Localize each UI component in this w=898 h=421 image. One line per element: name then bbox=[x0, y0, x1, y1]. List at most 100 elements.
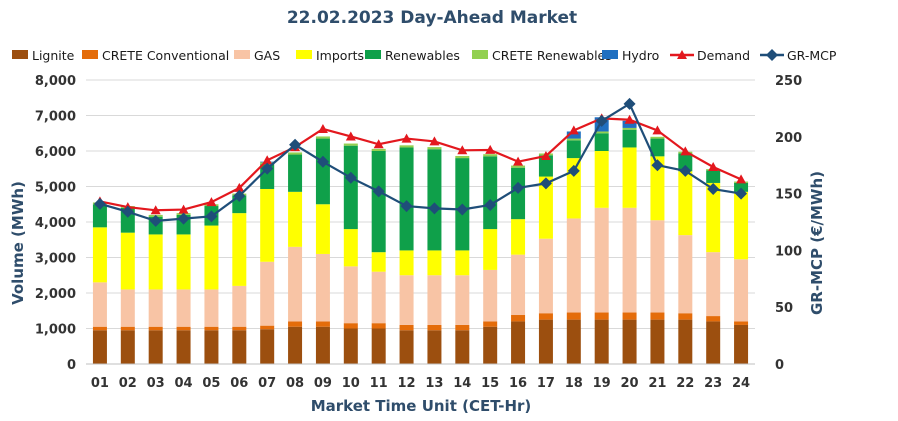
bar-crete-conventional-15 bbox=[483, 321, 498, 327]
bar-lignite-11 bbox=[371, 328, 386, 364]
legend-label-demand: Demand bbox=[697, 48, 750, 63]
bar-gas-09 bbox=[315, 253, 330, 322]
x-tick-label: 14 bbox=[453, 376, 471, 391]
point-demand-15 bbox=[485, 144, 496, 154]
legend-item-renewables: Renewables bbox=[365, 48, 460, 63]
bar-imports-12 bbox=[399, 250, 414, 276]
bar-gas-17 bbox=[538, 238, 553, 314]
bar-crete-renewables-20 bbox=[622, 127, 637, 130]
x-tick-label: 03 bbox=[147, 376, 165, 391]
y-tick-label: 1,000 bbox=[35, 323, 76, 338]
bar-crete-renewables-16 bbox=[511, 165, 526, 168]
point-demand-09 bbox=[317, 123, 328, 133]
bar-lignite-16 bbox=[511, 321, 526, 364]
bar-renewables-17 bbox=[538, 155, 553, 177]
bar-imports-20 bbox=[622, 147, 637, 208]
y2-tick-label: 250 bbox=[775, 74, 802, 89]
x-tick-label: 21 bbox=[648, 376, 666, 391]
bar-gas-14 bbox=[455, 275, 470, 325]
bar-imports-06 bbox=[232, 213, 247, 286]
bar-gas-21 bbox=[650, 220, 665, 313]
bar-crete-renewables-14 bbox=[455, 155, 470, 159]
bar-imports-19 bbox=[594, 151, 609, 208]
bar-gas-08 bbox=[288, 246, 303, 322]
point-gr-mcp-04 bbox=[177, 212, 190, 225]
bar-gas-12 bbox=[399, 275, 414, 325]
bar-renewables-09 bbox=[315, 138, 330, 205]
bar-lignite-09 bbox=[315, 326, 330, 364]
bar-renewables-21 bbox=[650, 138, 665, 157]
point-demand-20 bbox=[624, 114, 635, 124]
bar-crete-conventional-18 bbox=[566, 312, 581, 320]
bar-imports-03 bbox=[148, 234, 163, 290]
bar-hydro-20 bbox=[622, 120, 637, 128]
x-tick-label: 22 bbox=[676, 376, 694, 391]
bar-crete-renewables-13 bbox=[427, 147, 442, 150]
bar-crete-renewables-12 bbox=[399, 145, 414, 148]
bar-lignite-05 bbox=[204, 330, 219, 364]
bar-crete-conventional-23 bbox=[706, 316, 721, 322]
bar-crete-conventional-10 bbox=[343, 323, 358, 329]
point-gr-mcp-11 bbox=[372, 185, 385, 198]
point-gr-mcp-24 bbox=[735, 187, 748, 200]
legend-swatch-lignite bbox=[12, 50, 28, 59]
point-demand-17 bbox=[540, 150, 551, 160]
x-tick-label: 05 bbox=[202, 376, 220, 391]
legend-label-crete-conventional: CRETE Conventional bbox=[102, 48, 229, 63]
bar-crete-conventional-21 bbox=[650, 312, 665, 320]
bar-lignite-01 bbox=[92, 330, 107, 364]
bar-lignite-20 bbox=[622, 319, 637, 364]
legend-label-renewables: Renewables bbox=[385, 48, 460, 63]
x-tick-label: 24 bbox=[732, 376, 750, 391]
point-demand-10 bbox=[345, 131, 356, 141]
bar-imports-10 bbox=[343, 229, 358, 267]
legend-label-crete-renewables: CRETE Renewables bbox=[492, 48, 612, 63]
bar-renewables-23 bbox=[706, 170, 721, 183]
bar-gas-18 bbox=[566, 218, 581, 313]
legend-item-gr-mcp: GR-MCP bbox=[760, 48, 837, 63]
bar-gas-13 bbox=[427, 275, 442, 325]
y-tick-label: 8,000 bbox=[35, 74, 76, 89]
point-demand-24 bbox=[736, 174, 747, 184]
bar-lignite-22 bbox=[678, 319, 693, 364]
x-tick-label: 01 bbox=[91, 376, 109, 391]
bar-renewables-12 bbox=[399, 147, 414, 251]
legend-swatch-renewables bbox=[365, 50, 381, 59]
bar-crete-conventional-04 bbox=[176, 326, 191, 331]
bar-gas-03 bbox=[148, 289, 163, 327]
legend: Lignite CRETE Conventional GAS Imports Renew… bbox=[12, 48, 837, 63]
gridlines bbox=[86, 79, 755, 329]
line-gr-mcp bbox=[99, 102, 742, 222]
bar-renewables-08 bbox=[288, 154, 303, 192]
point-demand-03 bbox=[150, 205, 161, 215]
y-tick-label: 2,000 bbox=[35, 287, 76, 302]
bar-imports-23 bbox=[706, 182, 721, 253]
point-gr-mcp-20 bbox=[623, 97, 636, 110]
bar-lignite-08 bbox=[288, 326, 303, 364]
point-gr-mcp-08 bbox=[289, 138, 302, 151]
point-demand-06 bbox=[234, 182, 245, 192]
bar-crete-conventional-09 bbox=[315, 321, 330, 327]
point-gr-mcp-23 bbox=[707, 183, 720, 196]
bar-gas-16 bbox=[511, 254, 526, 316]
bar-renewables-22 bbox=[678, 153, 693, 172]
bar-lignite-02 bbox=[120, 330, 135, 364]
legend-label-imports: Imports bbox=[316, 48, 364, 63]
bar-crete-renewables-18 bbox=[566, 138, 581, 141]
bar-lignite-06 bbox=[232, 330, 247, 364]
bar-gas-07 bbox=[260, 261, 275, 326]
legend-swatch-imports bbox=[296, 50, 312, 59]
point-demand-05 bbox=[206, 197, 217, 207]
bar-lignite-21 bbox=[650, 319, 665, 364]
x-tick-label: 18 bbox=[565, 376, 583, 391]
x-tick-label: 12 bbox=[398, 376, 416, 391]
legend-label-lignite: Lignite bbox=[32, 48, 75, 63]
x-tick-label: 17 bbox=[537, 376, 555, 391]
bar-crete-renewables-09 bbox=[315, 136, 330, 139]
legend-item-demand: Demand bbox=[670, 48, 750, 63]
point-gr-mcp-12 bbox=[400, 200, 413, 213]
bar-gas-10 bbox=[343, 266, 358, 324]
bar-lignite-12 bbox=[399, 330, 414, 364]
